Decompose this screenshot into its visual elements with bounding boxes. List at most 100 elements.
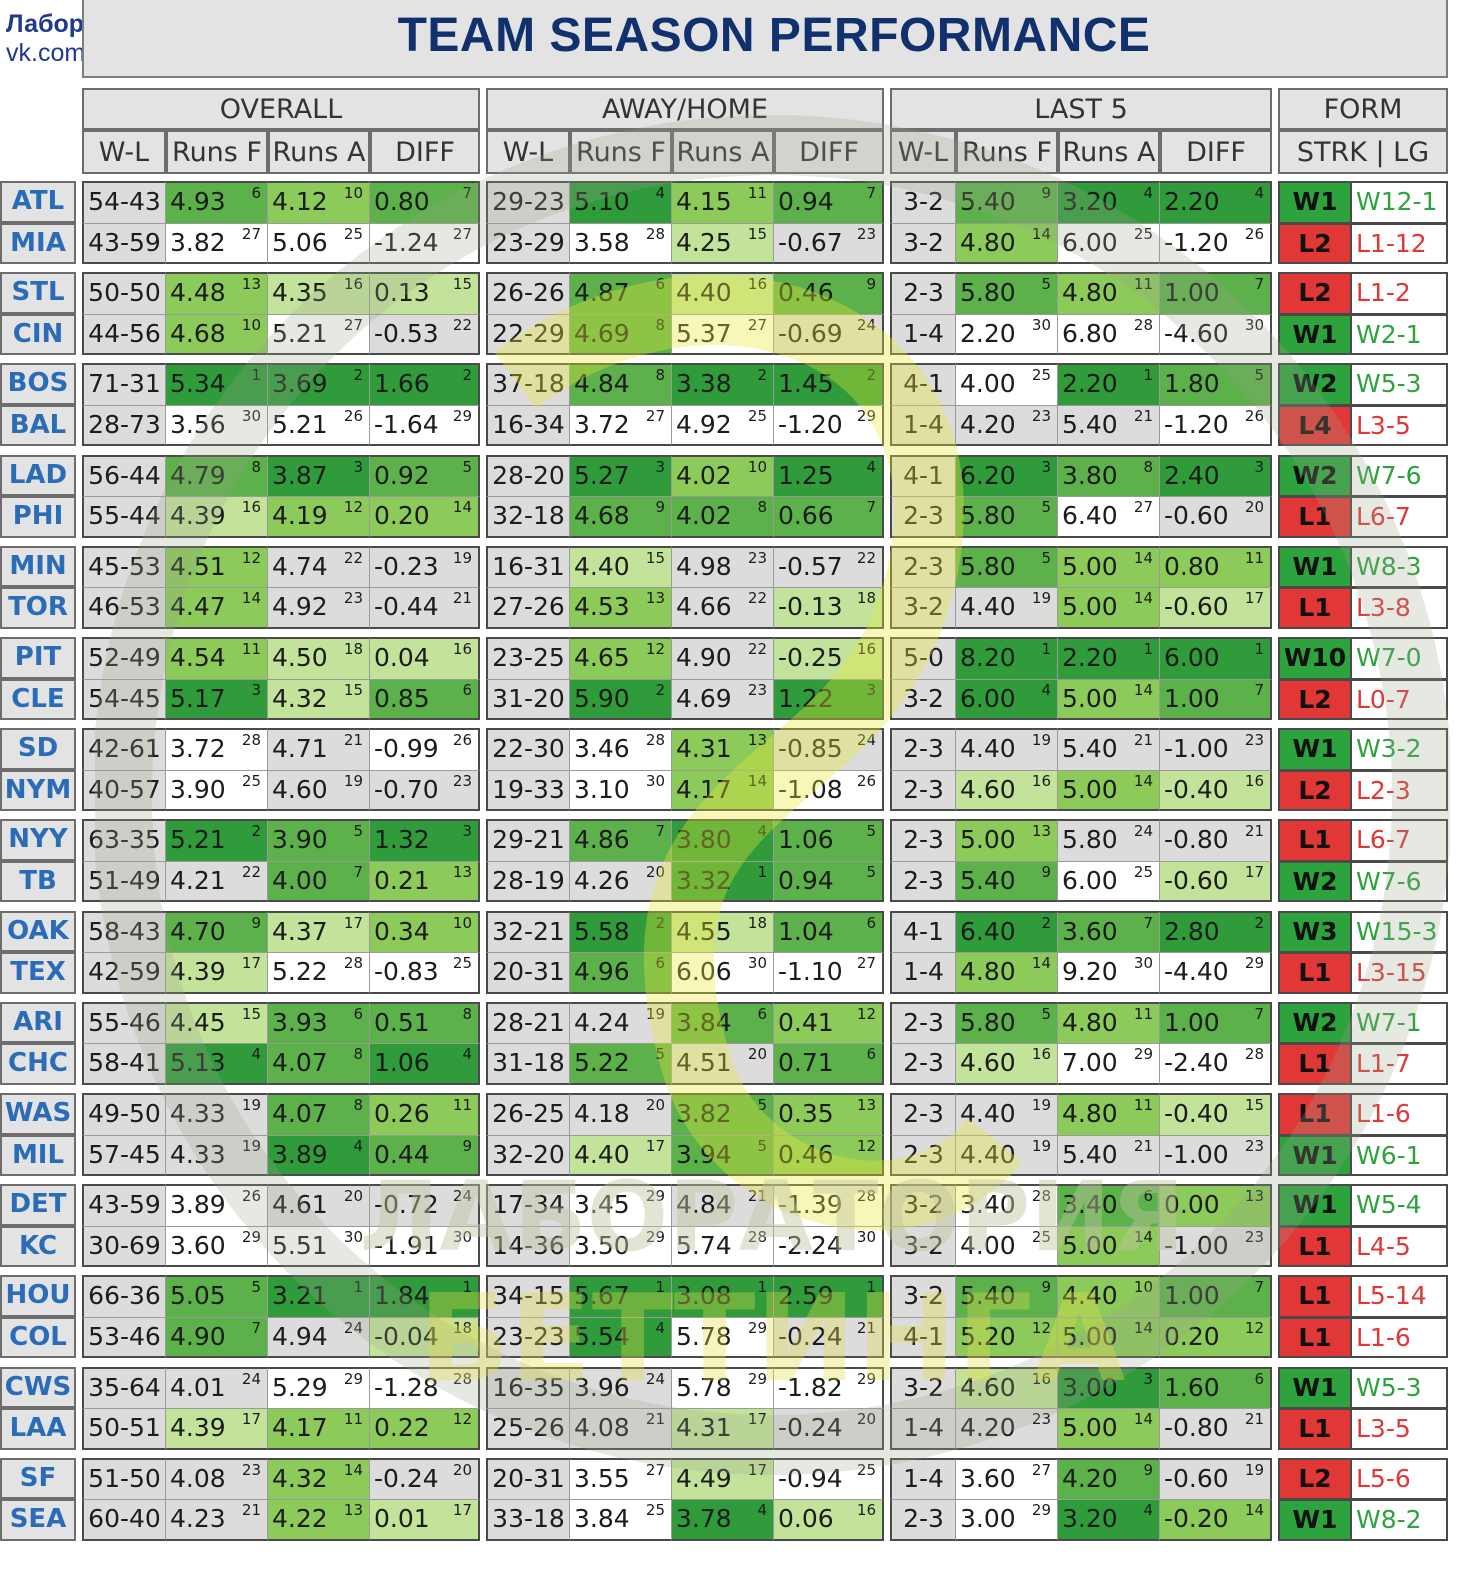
stat-value: 4.80 bbox=[960, 227, 1016, 257]
stat-cell: 0.80 11 bbox=[1160, 545, 1272, 588]
stat-cell: -0.60 20 bbox=[1160, 496, 1272, 538]
wl-cell: 2-3 bbox=[890, 1001, 956, 1044]
stat-value: -1.00 bbox=[1164, 734, 1229, 764]
stat-cell: -0.70 23 bbox=[370, 769, 480, 812]
wl-cell: 3-2 bbox=[890, 1184, 956, 1226]
rank-value: 17 bbox=[241, 954, 261, 973]
wl-cell: 2-3 bbox=[890, 728, 956, 770]
wl-value: 3-2 bbox=[903, 1372, 944, 1402]
stat-value: 0.80 bbox=[374, 187, 430, 216]
wl-cell: 32-18 bbox=[486, 496, 570, 538]
rank-value: 1 bbox=[655, 1278, 665, 1297]
rank-value: 9 bbox=[1143, 1460, 1153, 1479]
stat-cell: 4.31 17 bbox=[672, 1408, 774, 1450]
wl-value: 27-26 bbox=[492, 592, 565, 622]
stat-cell: -0.40 15 bbox=[1160, 1093, 1272, 1135]
stat-cell: 2.20 4 bbox=[1160, 181, 1272, 223]
stat-value: 4.48 bbox=[170, 278, 226, 308]
rank-value: 8 bbox=[655, 315, 665, 334]
wl-cell: 1-4 bbox=[890, 952, 956, 994]
rank-value: 23 bbox=[343, 589, 363, 608]
stat-cell: 5.00 14 bbox=[1058, 587, 1160, 629]
stat-cell: -0.80 21 bbox=[1160, 1408, 1272, 1450]
stat-value: 5.90 bbox=[574, 683, 630, 713]
stat-value: 0.80 bbox=[1164, 551, 1220, 581]
stat-cell: 3.08 1 bbox=[672, 1275, 774, 1317]
rank-value: 18 bbox=[747, 913, 767, 932]
last-game: W6-1 bbox=[1352, 1134, 1448, 1176]
team-cell: COL bbox=[0, 1316, 76, 1359]
stat-cell: 2.80 2 bbox=[1160, 910, 1272, 953]
stat-value: 4.00 bbox=[960, 369, 1016, 399]
stat-value: 4.69 bbox=[676, 683, 732, 713]
rank-value: 16 bbox=[856, 1501, 876, 1520]
rank-value: 30 bbox=[1244, 315, 1264, 334]
wl-value: 1-4 bbox=[903, 1463, 944, 1493]
stat-cell: 3.84 25 bbox=[570, 1499, 672, 1541]
stat-value: 0.46 bbox=[778, 1139, 834, 1169]
stat-value: 4.17 bbox=[272, 1413, 328, 1443]
stat-value: -0.99 bbox=[374, 734, 439, 764]
rank-value: 30 bbox=[1031, 315, 1051, 334]
rank-value: 3 bbox=[1254, 457, 1264, 476]
stat-value: 4.15 bbox=[676, 187, 732, 216]
stat-cell: -0.83 25 bbox=[370, 952, 480, 994]
stat-value: -1.00 bbox=[1164, 1230, 1229, 1260]
rank-value: 4 bbox=[757, 1501, 767, 1520]
stat-cell: 4.50 18 bbox=[268, 637, 370, 679]
wl-cell: 2-3 bbox=[890, 860, 956, 903]
stat-cell: 5.05 5 bbox=[166, 1275, 268, 1317]
stat-value: 2.20 bbox=[960, 318, 1016, 348]
wl-value: 43-59 bbox=[88, 1190, 161, 1220]
stat-cell: 0.92 5 bbox=[370, 454, 480, 497]
stat-value: -0.13 bbox=[778, 592, 843, 622]
stat-value: 3.78 bbox=[676, 1504, 732, 1534]
rank-value: 17 bbox=[452, 1501, 472, 1520]
stat-cell: 6.40 27 bbox=[1058, 496, 1160, 538]
rank-value: 19 bbox=[645, 1004, 665, 1023]
rank-value: 9 bbox=[251, 913, 261, 932]
rank-value: 1 bbox=[757, 862, 767, 881]
stat-value: -0.40 bbox=[1164, 1099, 1229, 1128]
last-game: W7-0 bbox=[1352, 637, 1448, 679]
stat-cell: 4.40 19 bbox=[956, 587, 1058, 629]
rank-value: 20 bbox=[856, 1410, 876, 1429]
stat-cell: 1.00 7 bbox=[1160, 272, 1272, 314]
stat-cell: 4.12 10 bbox=[268, 181, 370, 223]
stat-cell: -0.72 24 bbox=[370, 1184, 480, 1226]
stat-cell: 4.08 23 bbox=[166, 1457, 268, 1500]
rank-value: 15 bbox=[452, 275, 472, 294]
stat-cell: 4.48 13 bbox=[166, 272, 268, 314]
stat-cell: 5.27 3 bbox=[570, 454, 672, 497]
wl-value: 2-3 bbox=[903, 865, 944, 895]
stat-value: 1.06 bbox=[778, 825, 834, 855]
streak-badge: L1 bbox=[1278, 1316, 1352, 1359]
stat-cell: 3.96 24 bbox=[570, 1366, 672, 1409]
wl-cell: 34-15 bbox=[486, 1275, 570, 1317]
rank-value: 4 bbox=[1143, 1501, 1153, 1520]
stat-cell: -0.69 24 bbox=[774, 313, 884, 356]
team-abbr: HOU bbox=[5, 1280, 71, 1311]
rank-value: 29 bbox=[645, 1227, 665, 1246]
rank-value: 17 bbox=[343, 913, 363, 932]
column-header-ra: Runs A bbox=[268, 130, 370, 174]
last-game: W3-2 bbox=[1352, 728, 1448, 770]
rank-value: 28 bbox=[1244, 1045, 1264, 1064]
rank-value: 3 bbox=[655, 457, 665, 476]
stat-value: 4.40 bbox=[960, 1099, 1016, 1128]
rank-value: 29 bbox=[343, 1369, 363, 1388]
team-cell: SEA bbox=[0, 1499, 76, 1541]
stat-cell: 0.80 7 bbox=[370, 181, 480, 223]
wl-value: 51-49 bbox=[88, 865, 161, 895]
rank-value: 18 bbox=[856, 589, 876, 608]
rank-value: 2 bbox=[655, 913, 665, 932]
rank-value: 30 bbox=[343, 1227, 363, 1246]
stat-cell: 5.67 1 bbox=[570, 1275, 672, 1317]
stat-cell: -0.25 16 bbox=[774, 637, 884, 679]
rank-value: 4 bbox=[757, 822, 767, 841]
stat-cell: 4.37 17 bbox=[268, 910, 370, 953]
wl-cell: 30-69 bbox=[82, 1225, 166, 1268]
stat-cell: 0.06 16 bbox=[774, 1499, 884, 1541]
rank-value: 5 bbox=[655, 1045, 665, 1064]
stat-cell: 6.00 25 bbox=[1058, 222, 1160, 264]
